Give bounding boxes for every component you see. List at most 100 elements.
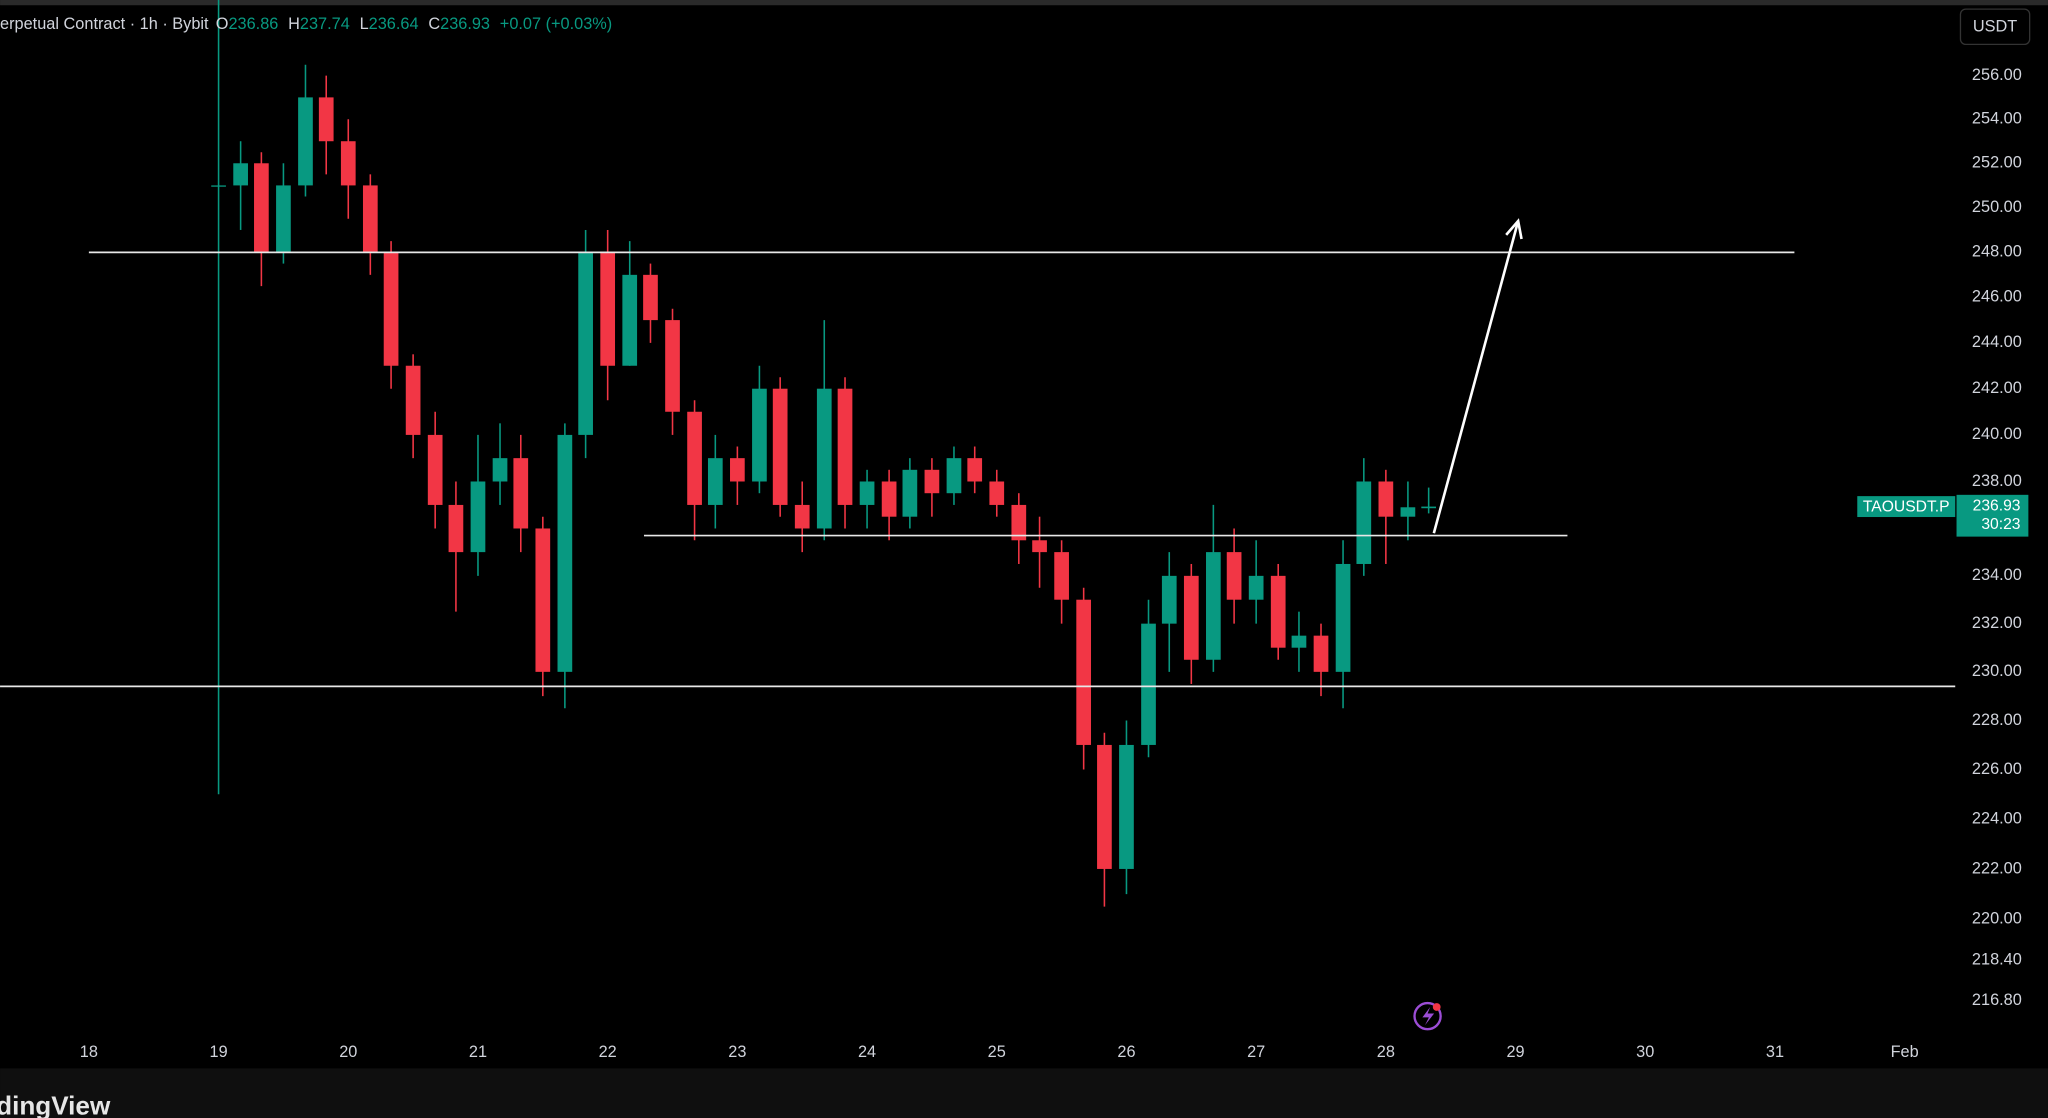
candle-body [837,388,853,505]
candle-body [687,411,702,505]
candle-body [254,163,269,253]
y-tick-label: 244.00 [1972,333,2022,351]
candle-body [1400,507,1416,517]
candle-body [211,185,226,187]
x-tick-label: 23 [728,1043,746,1061]
price-tag-value: 236.93 [1973,498,2021,515]
legend-header: erpetual Contract · 1h · Bybit O236.86 H… [0,15,612,33]
x-tick-label: 28 [1377,1043,1395,1061]
candle-body [513,458,529,529]
candle-body [1032,540,1047,553]
x-tick-label: 18 [80,1043,98,1061]
candle-body [448,504,464,553]
candle-body [816,388,832,529]
candle-body [1421,506,1437,509]
candle-body [989,481,1005,505]
arrow-line [1432,220,1520,534]
x-tick-label: 19 [210,1043,228,1061]
candle-body [276,185,291,253]
ohlc-label: C [428,15,440,33]
ohlc-label: O [216,15,229,33]
y-tick-label: 216.80 [1972,991,2022,1009]
candle-body [967,458,983,482]
candle-body [946,458,962,494]
candle-body [362,185,378,253]
alert-icon [1413,1001,1442,1031]
y-tick-label: 250.00 [1972,198,2022,216]
change-value: +0.07 (+0.03%) [500,15,612,33]
high-value: 237.74 [300,15,350,33]
candle-body [730,458,745,482]
x-tick-label: 30 [1636,1043,1654,1061]
candle-body [881,481,897,517]
candle-body [427,434,443,505]
candle-body [1141,623,1156,745]
candle-body [1097,744,1112,869]
candle-body [1356,481,1372,564]
x-tick-label: 26 [1117,1043,1135,1061]
x-tick-label: Feb [1891,1043,1919,1061]
x-tick-label: 27 [1247,1043,1265,1061]
y-tick-label: 220.00 [1972,910,2022,928]
candle-body [1313,635,1329,672]
candle-body [405,365,421,435]
y-tick-label: 232.00 [1972,614,2022,632]
price-tag [1956,494,2029,537]
candle-body [902,469,918,517]
candle-body [707,458,723,505]
y-tick-label: 228.00 [1972,711,2022,729]
candle-body [772,388,788,505]
y-tick-label: 242.00 [1972,379,2022,397]
candle-body [557,434,573,672]
candle-body [859,481,875,505]
symbol-tag-label: TAOUSDT.P [1863,498,1950,515]
x-tick-label: 22 [599,1043,617,1061]
y-tick-label: 238.00 [1972,472,2022,490]
x-tick-label: 24 [858,1043,876,1061]
y-tick-label: 246.00 [1972,288,2022,306]
candle-body [1206,552,1221,660]
countdown: 30:23 [1981,516,2020,533]
x-tick-label: 31 [1766,1043,1784,1061]
y-tick-label: 256.00 [1972,66,2022,84]
close-value: 236.93 [440,15,490,33]
candle-body [1161,575,1177,624]
y-tick-label: 230.00 [1972,662,2022,680]
candle-body [600,252,616,366]
candle-body [1054,552,1069,600]
candle-body [643,274,658,321]
candle-body [622,274,638,366]
candle-body [1335,563,1351,672]
candle-body [1076,599,1092,745]
currency-button-label[interactable]: USDT [1973,18,2017,36]
candle-body [924,469,940,494]
candle-body [578,252,593,435]
y-tick-label: 222.00 [1972,859,2022,877]
footer [0,1068,2048,1118]
candle-body [1378,481,1394,517]
y-tick-label: 254.00 [1972,110,2022,128]
y-tick-label: 218.40 [1972,950,2022,968]
candle-body [665,320,680,412]
arrow-head [1505,218,1523,240]
candle-body [752,388,767,482]
candle-body [1011,504,1027,541]
y-tick-label: 226.00 [1972,760,2022,778]
candle-body [1119,744,1134,869]
y-tick-label: 252.00 [1972,154,2022,172]
candle-body [1248,575,1264,600]
candle-body [340,141,356,186]
candle-body [1226,552,1242,600]
candle-body [233,163,248,186]
candle-body [492,458,508,482]
symbol-tag [1857,496,1956,518]
x-tick-label: 25 [988,1043,1006,1061]
candle-body [298,97,313,186]
currency-button[interactable] [1959,8,2031,46]
candle-body [1183,575,1199,660]
candle-body [318,97,334,142]
ohlc-label: H [288,15,300,33]
symbol-title: erpetual Contract · 1h · Bybit [0,15,209,33]
candle-body [1270,575,1286,648]
